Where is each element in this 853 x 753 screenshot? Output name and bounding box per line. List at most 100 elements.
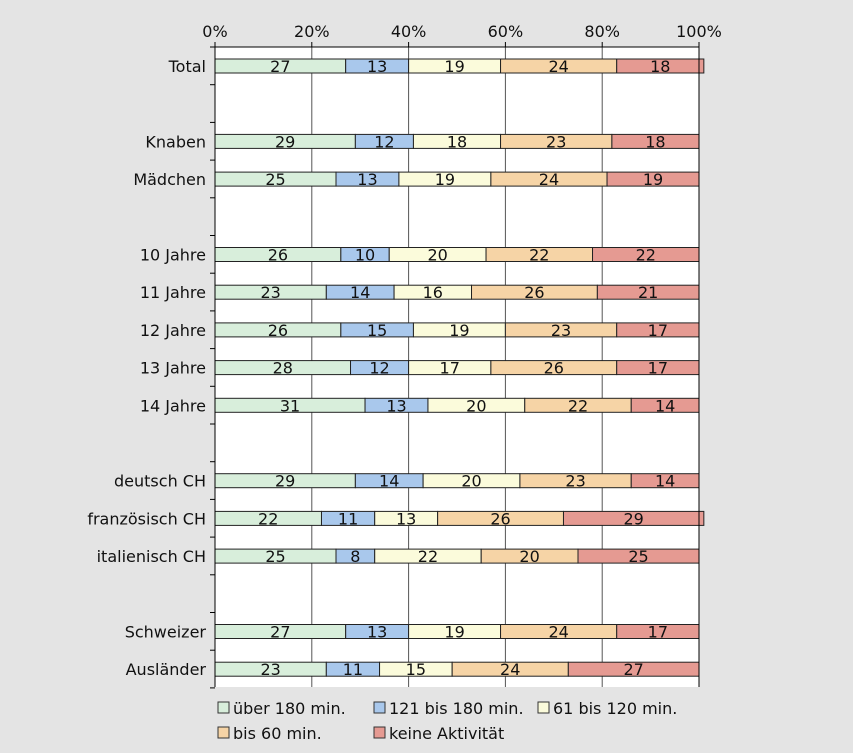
- category-label: 10 Jahre: [140, 246, 206, 265]
- legend-swatch: [373, 726, 386, 739]
- data-label: 21: [638, 283, 658, 302]
- data-label: 19: [444, 57, 464, 76]
- data-label: 24: [500, 660, 520, 679]
- axes: 0% 20% 40% 60% 80% 100% Total Knaben Mädchen 10 J…: [87, 22, 722, 689]
- data-label: 14: [655, 472, 675, 491]
- data-label: 20: [427, 246, 447, 265]
- data-label: 29: [275, 472, 295, 491]
- category-label: 12 Jahre: [140, 321, 206, 340]
- category-label: italienisch CH: [97, 547, 206, 566]
- data-label: 20: [461, 472, 481, 491]
- legend-label: keine Aktivität: [389, 724, 504, 743]
- category-label: 14 Jahre: [140, 396, 206, 415]
- data-label: 16: [423, 283, 443, 302]
- legend-label: bis 60 min.: [233, 724, 322, 743]
- data-label: 13: [367, 623, 387, 642]
- legend-item: über 180 min.: [217, 699, 346, 718]
- data-label: 26: [268, 246, 288, 265]
- legend-label: 121 bis 180 min.: [389, 699, 524, 718]
- data-label: 17: [648, 623, 668, 642]
- data-label: 23: [546, 132, 566, 151]
- data-label: 22: [529, 246, 549, 265]
- category-label: Schweizer: [125, 623, 207, 642]
- legend-swatch: [217, 726, 230, 739]
- data-label: 19: [435, 170, 455, 189]
- data-label: 24: [539, 170, 559, 189]
- data-label: 25: [265, 170, 285, 189]
- data-label: 17: [440, 359, 460, 378]
- legend-swatch: [217, 701, 230, 714]
- data-label: 29: [623, 509, 643, 528]
- legend-swatch: [537, 701, 550, 714]
- x-tick-label: 80%: [584, 22, 620, 41]
- data-label: 26: [268, 321, 288, 340]
- data-label: 19: [444, 623, 464, 642]
- data-label: 8: [350, 547, 360, 566]
- x-tick-label: 0%: [202, 22, 227, 41]
- data-label: 19: [643, 170, 663, 189]
- data-label: 23: [260, 660, 280, 679]
- data-label: 10: [355, 246, 375, 265]
- data-label: 20: [466, 396, 486, 415]
- data-label: 24: [548, 623, 568, 642]
- data-label: 11: [338, 509, 358, 528]
- data-label: 13: [386, 396, 406, 415]
- data-label: 25: [628, 547, 648, 566]
- data-label: 22: [258, 509, 278, 528]
- category-label: Knaben: [145, 132, 206, 151]
- data-label: 11: [343, 660, 363, 679]
- data-label: 23: [551, 321, 571, 340]
- bar-segment: [562, 510, 705, 526]
- x-tick-label: 20%: [294, 22, 330, 41]
- data-label: 22: [636, 246, 656, 265]
- legend-item: 61 bis 120 min.: [537, 699, 677, 718]
- category-label: 13 Jahre: [140, 359, 206, 378]
- legend-label: über 180 min.: [233, 699, 346, 718]
- data-label: 26: [544, 359, 564, 378]
- x-tick-label: 100%: [676, 22, 722, 41]
- category-label: Mädchen: [133, 170, 206, 189]
- category-label: französisch CH: [87, 509, 206, 528]
- data-label: 13: [357, 170, 377, 189]
- data-label: 19: [449, 321, 469, 340]
- data-label: 26: [490, 509, 510, 528]
- data-label: 18: [650, 57, 670, 76]
- data-label: 27: [270, 623, 290, 642]
- category-label: 11 Jahre: [140, 283, 206, 302]
- data-label: 14: [350, 283, 370, 302]
- data-label: 15: [406, 660, 426, 679]
- data-label: 22: [418, 547, 438, 566]
- data-label: 12: [369, 359, 389, 378]
- data-label: 31: [280, 396, 300, 415]
- x-tick-label: 60%: [488, 22, 524, 41]
- legend-item: keine Aktivität: [373, 724, 504, 743]
- data-label: 27: [270, 57, 290, 76]
- data-label: 14: [655, 396, 675, 415]
- data-label: 13: [367, 57, 387, 76]
- legend-swatch: [373, 701, 386, 714]
- category-label: Ausländer: [126, 660, 207, 679]
- legend-item: bis 60 min.: [217, 724, 322, 743]
- x-tick-label: 40%: [391, 22, 427, 41]
- legend: über 180 min. 121 bis 180 min. 61 bis 120 …: [217, 699, 677, 743]
- bar-segment: [616, 58, 705, 74]
- data-label: 12: [374, 132, 394, 151]
- data-label: 17: [648, 321, 668, 340]
- data-label: 24: [548, 57, 568, 76]
- data-label: 13: [396, 509, 416, 528]
- data-label: 27: [623, 660, 643, 679]
- data-label: 26: [524, 283, 544, 302]
- data-label: 15: [367, 321, 387, 340]
- data-label: 29: [275, 132, 295, 151]
- data-label: 18: [447, 132, 467, 151]
- data-label: 17: [648, 359, 668, 378]
- data-label: 28: [273, 359, 293, 378]
- category-label: deutsch CH: [114, 472, 206, 491]
- data-label: 23: [260, 283, 280, 302]
- data-label: 14: [379, 472, 399, 491]
- data-label: 25: [265, 547, 285, 566]
- data-label: 18: [645, 132, 665, 151]
- data-label: 23: [565, 472, 585, 491]
